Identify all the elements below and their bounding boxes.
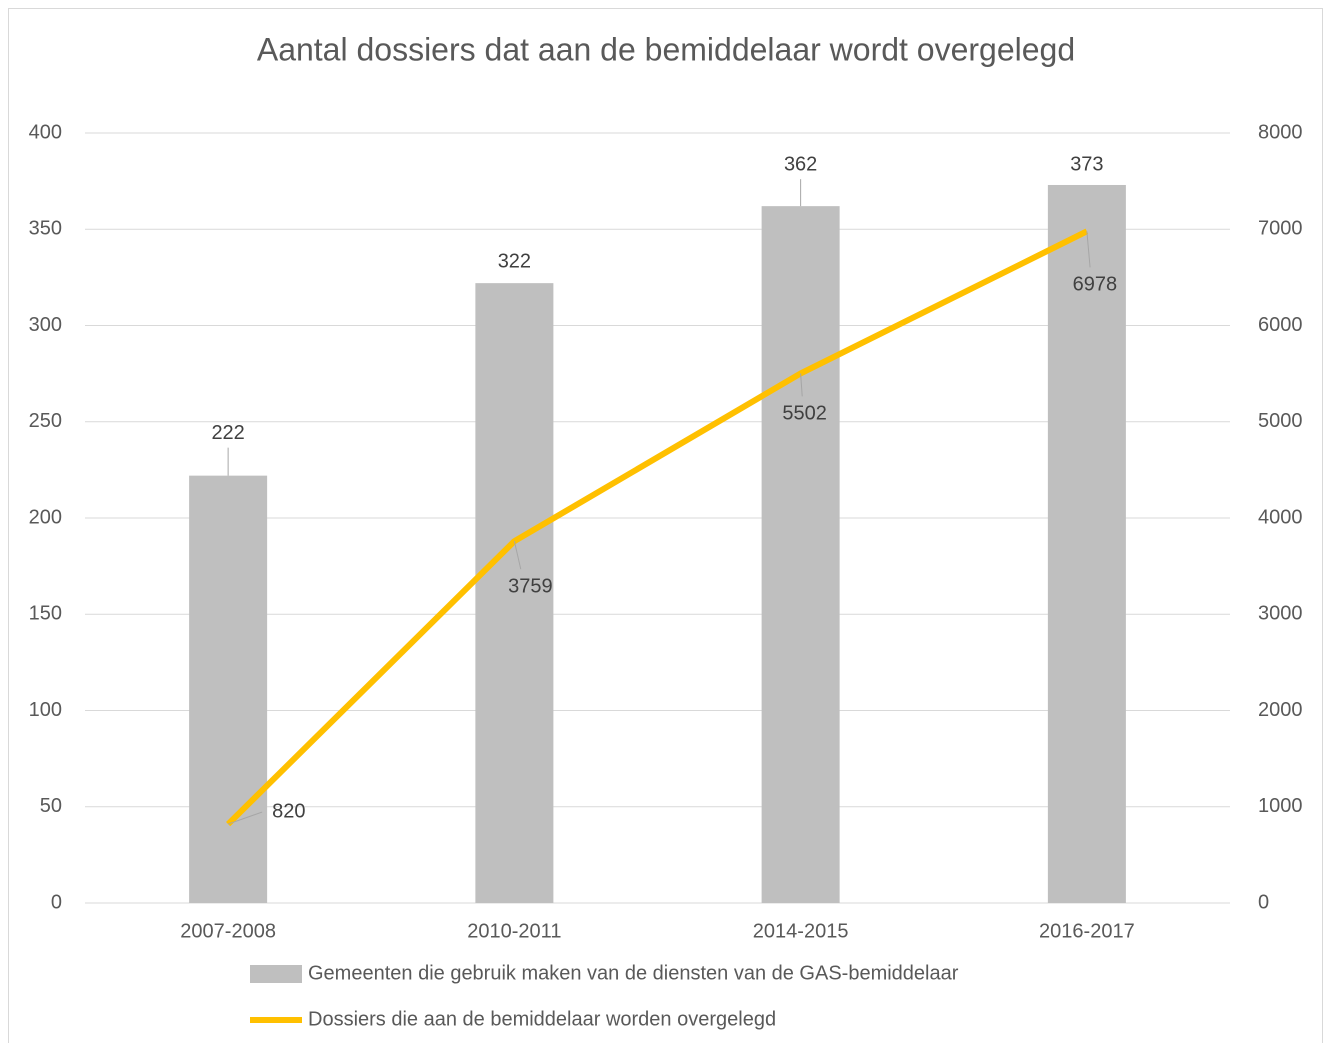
y-tick-label: 0 — [51, 891, 62, 913]
x-tick-label: 2014-2015 — [753, 920, 849, 942]
y2-tick-label: 8000 — [1258, 121, 1303, 143]
y2-tick-label: 4000 — [1258, 506, 1303, 528]
bar — [761, 206, 840, 903]
leader-line — [227, 811, 263, 825]
y-tick-label: 150 — [29, 603, 62, 625]
y-tick-label: 100 — [29, 699, 62, 721]
y2-tick-label: 1000 — [1258, 795, 1303, 817]
chart-title: Aantal dossiers dat aan de bemiddelaar w… — [257, 31, 1075, 67]
x-tick-label: 2007-2008 — [180, 920, 276, 942]
y-tick-label: 350 — [29, 218, 62, 240]
y-tick-label: 250 — [29, 410, 62, 432]
bar — [189, 475, 268, 903]
y-tick-label: 50 — [40, 795, 62, 817]
legend-swatch — [250, 965, 302, 983]
data-label: 820 — [272, 800, 305, 822]
line — [226, 228, 1089, 827]
data-label: 5502 — [782, 403, 827, 425]
legend-label: Dossiers die aan de bemiddelaar worden o… — [308, 1008, 776, 1030]
data-label: 222 — [211, 422, 244, 444]
x-tick-label: 2016-2017 — [1039, 920, 1135, 942]
legend-label: Gemeenten die gebruik maken van de diens… — [308, 962, 959, 984]
data-label: 362 — [784, 153, 817, 175]
x-tick-label: 2010-2011 — [467, 920, 561, 942]
bar — [475, 283, 554, 903]
leader-line — [513, 541, 522, 570]
data-label: 3759 — [508, 575, 553, 597]
leader-line — [1086, 231, 1091, 268]
y2-tick-label: 3000 — [1258, 603, 1303, 625]
bar — [1047, 184, 1126, 904]
y2-tick-label: 5000 — [1258, 410, 1303, 432]
y-tick-label: 300 — [29, 314, 62, 336]
y2-tick-label: 0 — [1258, 891, 1269, 913]
y2-tick-label: 7000 — [1258, 218, 1303, 240]
y-tick-label: 400 — [29, 121, 62, 143]
data-label: 322 — [498, 250, 531, 272]
data-label: 373 — [1070, 153, 1103, 175]
y-tick-label: 200 — [29, 506, 62, 528]
data-label: 6978 — [1073, 274, 1118, 296]
y2-tick-label: 2000 — [1258, 699, 1303, 721]
y2-tick-label: 6000 — [1258, 314, 1303, 336]
leader-line — [800, 373, 803, 397]
